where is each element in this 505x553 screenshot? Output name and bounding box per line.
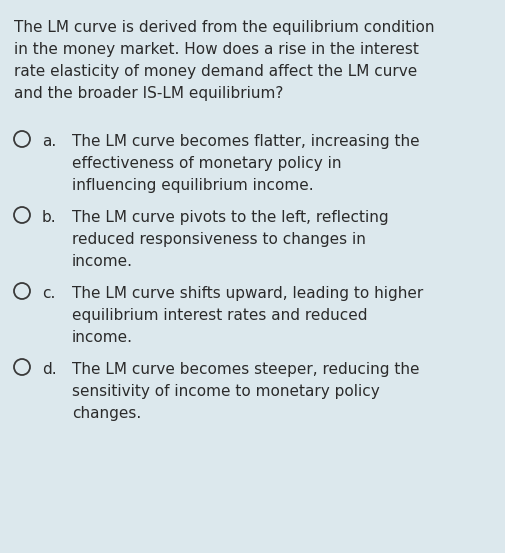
Text: income.: income.: [72, 330, 133, 345]
Text: rate elasticity of money demand affect the LM curve: rate elasticity of money demand affect t…: [14, 64, 417, 79]
Text: effectiveness of monetary policy in: effectiveness of monetary policy in: [72, 156, 341, 171]
Text: The LM curve becomes flatter, increasing the: The LM curve becomes flatter, increasing…: [72, 134, 419, 149]
Text: reduced responsiveness to changes in: reduced responsiveness to changes in: [72, 232, 365, 247]
Text: c.: c.: [42, 286, 55, 301]
Text: influencing equilibrium income.: influencing equilibrium income.: [72, 178, 313, 193]
Text: income.: income.: [72, 254, 133, 269]
Text: in the money market. How does a rise in the interest: in the money market. How does a rise in …: [14, 41, 418, 56]
Text: d.: d.: [42, 362, 57, 377]
Text: The LM curve shifts upward, leading to higher: The LM curve shifts upward, leading to h…: [72, 286, 422, 301]
Text: a.: a.: [42, 134, 56, 149]
Text: The LM curve pivots to the left, reflecting: The LM curve pivots to the left, reflect…: [72, 210, 388, 225]
Text: and the broader IS-LM equilibrium?: and the broader IS-LM equilibrium?: [14, 86, 283, 101]
Text: equilibrium interest rates and reduced: equilibrium interest rates and reduced: [72, 308, 367, 323]
Text: The LM curve is derived from the equilibrium condition: The LM curve is derived from the equilib…: [14, 19, 434, 35]
Text: changes.: changes.: [72, 406, 141, 421]
Text: b.: b.: [42, 210, 57, 225]
Text: sensitivity of income to monetary policy: sensitivity of income to monetary policy: [72, 384, 379, 399]
Text: The LM curve becomes steeper, reducing the: The LM curve becomes steeper, reducing t…: [72, 362, 419, 377]
